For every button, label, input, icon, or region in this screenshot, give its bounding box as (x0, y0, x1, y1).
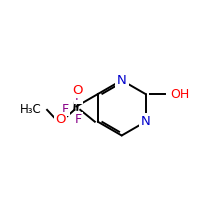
Text: O: O (55, 113, 65, 126)
Text: F: F (75, 90, 82, 103)
Text: OH: OH (170, 88, 190, 101)
Text: F: F (62, 103, 69, 116)
Text: N: N (141, 115, 150, 128)
Text: N: N (117, 74, 127, 87)
Text: F: F (75, 113, 82, 126)
Text: O: O (72, 84, 83, 97)
Text: H₃C: H₃C (19, 103, 41, 116)
